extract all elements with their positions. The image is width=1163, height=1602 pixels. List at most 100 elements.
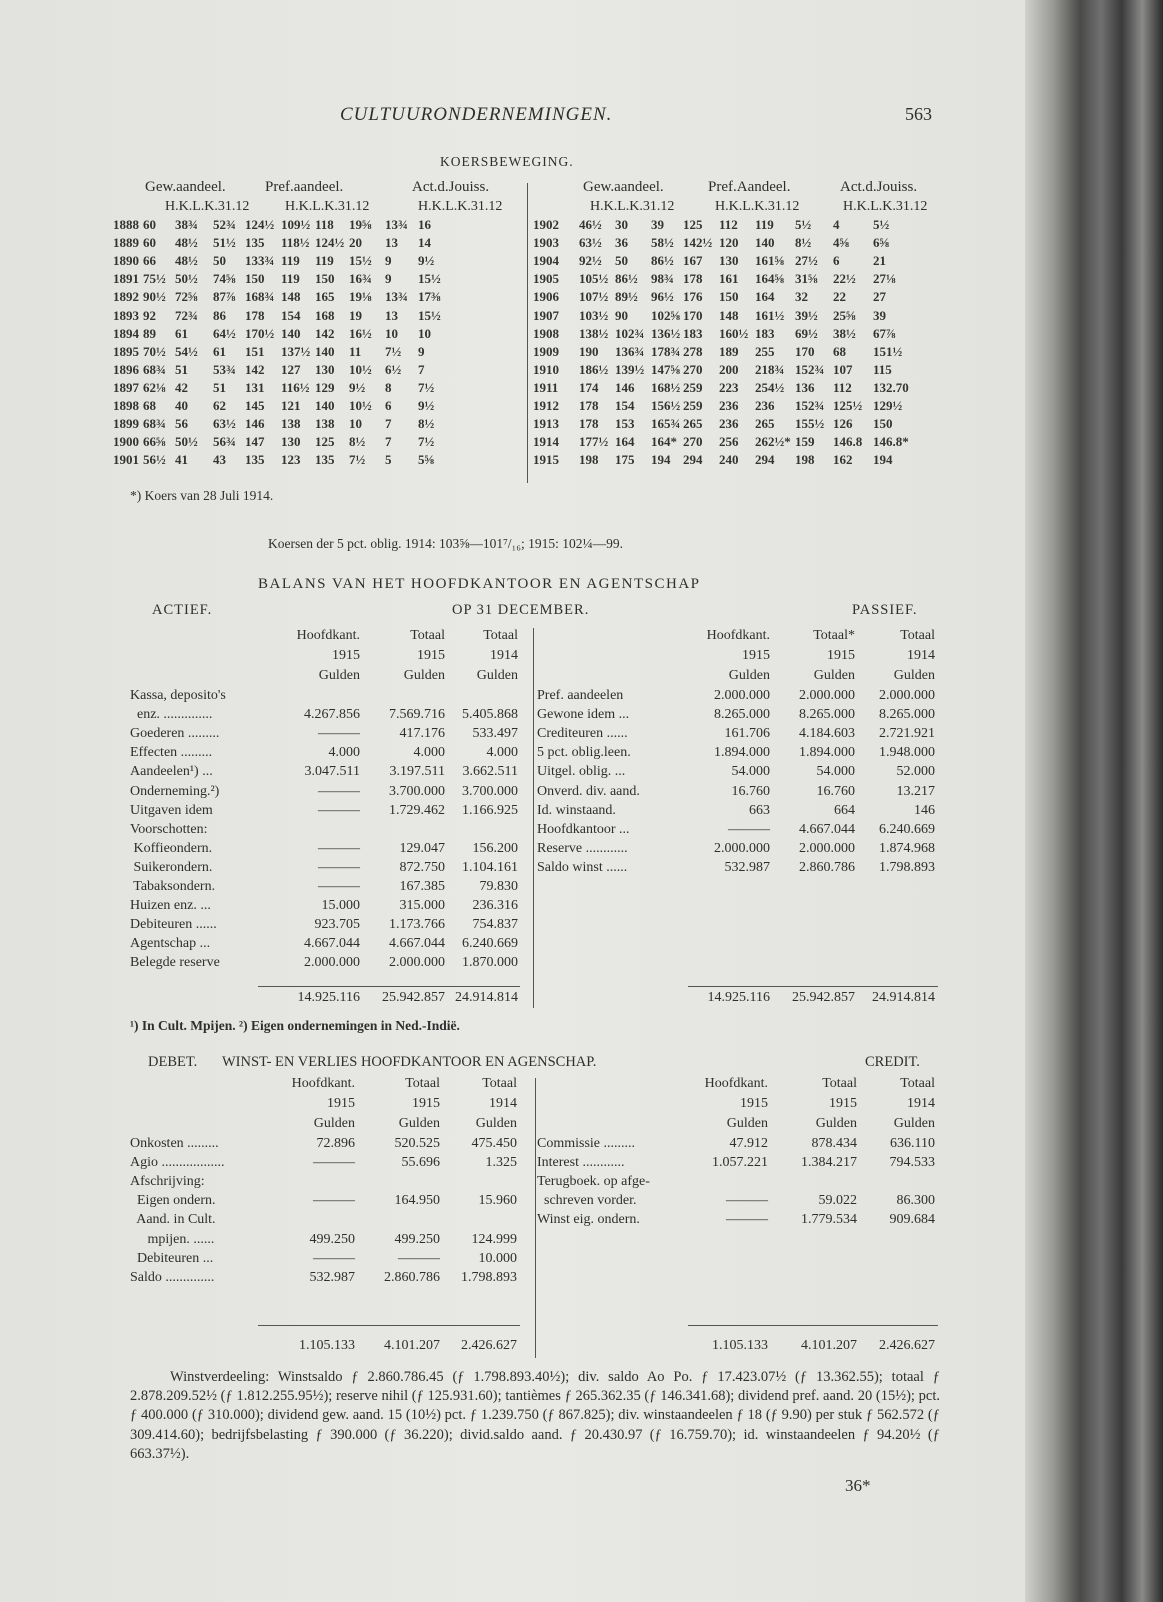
year-cell: 1888 [113,217,139,232]
price-cell: 132.70 [873,379,909,395]
price-cell: 5 [385,452,392,468]
amount-cell: 146 [914,802,935,818]
price-cell: 6½ [385,361,402,377]
amount-cell: 636.110 [890,1136,935,1151]
amount-cell: 2.000.000 [879,688,935,703]
actief-label: Koffieondern. [130,840,213,856]
price-cell: 10½ [349,398,372,413]
price-cell: 109½ [281,217,311,232]
amount-cell: 2.000.000 [389,955,445,971]
price-cell: 13 [385,235,398,251]
price-cell: 75½ [143,271,166,287]
price-cell: 294 [683,452,703,468]
price-cell: 6 [385,398,392,413]
amount-cell: ——— [318,726,360,742]
column-header: Gulden [813,668,855,683]
amount-cell: 6.240.669 [879,821,935,837]
price-cell: 50 [213,253,226,269]
price-cell: 150 [315,271,335,287]
price-cell: 168 [315,307,335,323]
price-cell: 10 [418,325,431,341]
amount-cell: 1.894.000 [799,745,855,761]
price-cell: 15½ [349,253,372,269]
amount-cell: 1.870.000 [462,955,518,971]
price-cell: 125½ [833,398,863,413]
price-cell: 142½ [683,235,713,251]
amount-cell: 3.047.511 [304,764,360,780]
price-cell: 41 [175,452,188,468]
signature-mark: 36* [845,1476,871,1495]
credit-label: Winst eig. ondern. [537,1212,640,1228]
amount-cell: 872.750 [399,859,446,875]
amount-cell: 499.250 [309,1231,356,1247]
price-cell: 72¾ [175,307,198,323]
price-cell: 66 [143,253,156,269]
credit-label: schreven vorder. [537,1193,637,1209]
winst-left-total-rule [258,1325,520,1326]
amount-cell: 124.999 [471,1231,518,1247]
page [0,0,1030,1602]
column-header: Totaal [900,628,935,643]
amount-cell: 52.000 [896,764,936,780]
price-cell: 177½ [579,434,609,450]
amount-cell: 4.184.603 [799,726,855,742]
amount-cell: 532.987 [724,859,771,875]
price-cell: 160½ [719,325,749,341]
passief-label: Saldo winst ...... [537,859,628,875]
column-header: Gulden [815,1116,857,1131]
column-header: Hoofdkant. [296,628,360,643]
price-cell: 254½ [755,379,785,395]
amount-cell: 8.265.000 [879,707,935,723]
year-cell: 1894 [113,325,139,341]
amount-cell: 1.894.000 [714,745,770,761]
price-cell: 27 [873,289,886,305]
price-cell: 146 [245,416,265,432]
column-header: 1915 [332,648,360,663]
year-cell: 1900 [113,434,139,450]
amount-cell: 79.830 [479,879,519,894]
price-cell: 183 [683,325,703,341]
price-cell: 112 [719,217,738,232]
price-cell: 90 [615,307,628,323]
price-cell: 60 [143,217,156,232]
price-cell: 16¾ [349,271,372,287]
balans-right-total-rule [688,986,938,987]
column-header: 1914 [489,1096,517,1111]
price-cell: 96½ [651,289,674,305]
price-cell: 240 [719,452,739,468]
passief-label: Gewone idem ... [537,707,630,723]
price-cell: 136 [795,379,815,395]
price-cell: 125 [683,217,703,232]
price-cell: 118 [315,217,334,232]
amount-cell: 663 [749,802,770,818]
price-cell: 175 [615,452,635,468]
price-cell: 178 [245,307,265,323]
price-cell: 98¾ [651,271,674,287]
balans-title: BALANS VAN HET HOOFDKANTOOR EN AGENTSCHA… [258,576,701,592]
column-header: 1914 [907,1096,935,1111]
price-cell: 58½ [651,235,674,251]
price-cell: 19 [349,307,362,323]
debet-label: Afschrijving: [130,1174,205,1190]
price-cell: 38½ [833,325,856,341]
price-cell: 119 [315,253,334,269]
price-cell: 5⅝ [418,452,435,468]
price-cell: 259 [683,379,703,395]
total-cell: 14.925.116 [297,990,360,1005]
price-cell: 107 [833,361,853,377]
year-cell: 1889 [113,235,139,251]
price-cell: 200 [719,361,739,377]
total-cell: 14.925.116 [707,990,770,1005]
amount-cell: 923.705 [314,917,361,933]
column-header: Gulden [318,668,360,683]
year-cell: 1896 [113,361,139,377]
column-header: Gulden [475,1116,517,1131]
koers-left-sub-1: H.K.L.K.31.12 [165,199,250,214]
price-cell: 146 [615,379,635,395]
price-cell: 131 [245,379,265,395]
price-cell: 178 [579,398,599,413]
column-header: 1915 [327,1096,355,1111]
price-cell: 270 [683,361,703,377]
price-cell: 112 [833,379,852,395]
price-cell: 102⅝ [651,307,681,323]
